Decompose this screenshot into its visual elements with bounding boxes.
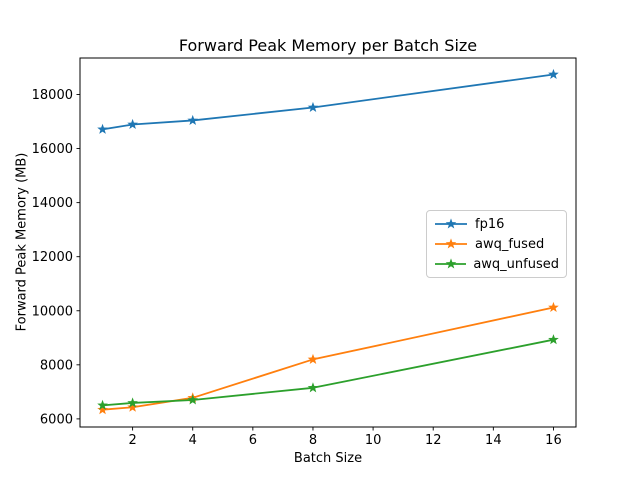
legend: fp16 awq_fused awq_unfused bbox=[426, 210, 567, 278]
legend-line-sample bbox=[435, 238, 467, 249]
x-tick-label: 12 bbox=[425, 433, 442, 448]
x-axis-label: Batch Size bbox=[293, 451, 363, 466]
legend-line-sample bbox=[435, 218, 467, 229]
x-tick-label: 8 bbox=[309, 433, 317, 448]
data-point-marker-fp16 bbox=[97, 123, 108, 134]
y-tick-label: 8000 bbox=[40, 358, 73, 373]
y-tick-label: 12000 bbox=[32, 250, 73, 265]
legend-entry-awq_fused: awq_fused bbox=[434, 234, 559, 254]
y-axis-label: Forward Peak Memory (MB) bbox=[14, 152, 30, 332]
data-point-marker-awq_unfused bbox=[127, 397, 138, 408]
data-point-marker-awq_unfused bbox=[307, 382, 319, 393]
data-point-marker-awq_fused bbox=[548, 301, 559, 313]
axes-frame bbox=[79, 57, 577, 428]
data-point-marker-awq_unfused bbox=[548, 334, 559, 345]
legend-label: awq_unfused bbox=[473, 256, 559, 272]
star-marker-icon bbox=[445, 238, 457, 249]
x-tick-label: 14 bbox=[485, 433, 502, 448]
y-tick-label: 14000 bbox=[32, 196, 73, 211]
legend-label: fp16 bbox=[475, 216, 505, 232]
chart-title: Forward Peak Memory per Batch Size bbox=[178, 36, 478, 55]
series-line-awq_fused bbox=[102, 306, 554, 411]
data-point-marker-awq_unfused bbox=[187, 394, 199, 405]
y-tick-label: 10000 bbox=[32, 304, 73, 319]
data-point-marker-awq_unfused bbox=[97, 399, 108, 410]
data-point-marker-fp16 bbox=[187, 114, 199, 125]
series-line-awq_unfused bbox=[102, 338, 554, 407]
data-point-marker-fp16 bbox=[127, 118, 138, 130]
y-tick-label: 16000 bbox=[32, 142, 73, 157]
data-point-marker-awq_fused bbox=[307, 353, 319, 364]
x-tick-label: 16 bbox=[545, 433, 562, 448]
star-marker-icon bbox=[445, 258, 457, 269]
data-point-marker-awq_fused bbox=[97, 404, 108, 415]
x-tick-label: 2 bbox=[128, 433, 136, 448]
series-line-fp16 bbox=[102, 73, 554, 131]
x-tick-label: 6 bbox=[249, 433, 257, 448]
x-tick-label: 4 bbox=[189, 433, 197, 448]
x-tick-label: 10 bbox=[365, 433, 382, 448]
legend-entry-awq_unfused: awq_unfused bbox=[434, 254, 559, 274]
legend-line-sample bbox=[435, 258, 467, 269]
star-marker-icon bbox=[445, 218, 457, 229]
data-point-marker-fp16 bbox=[548, 68, 559, 80]
legend-label: awq_fused bbox=[475, 236, 545, 252]
legend-entry-fp16: fp16 bbox=[434, 214, 559, 234]
data-point-marker-awq_fused bbox=[127, 401, 138, 412]
y-tick-label: 6000 bbox=[40, 412, 73, 427]
data-point-marker-fp16 bbox=[307, 101, 319, 112]
y-tick-label: 18000 bbox=[32, 88, 73, 103]
